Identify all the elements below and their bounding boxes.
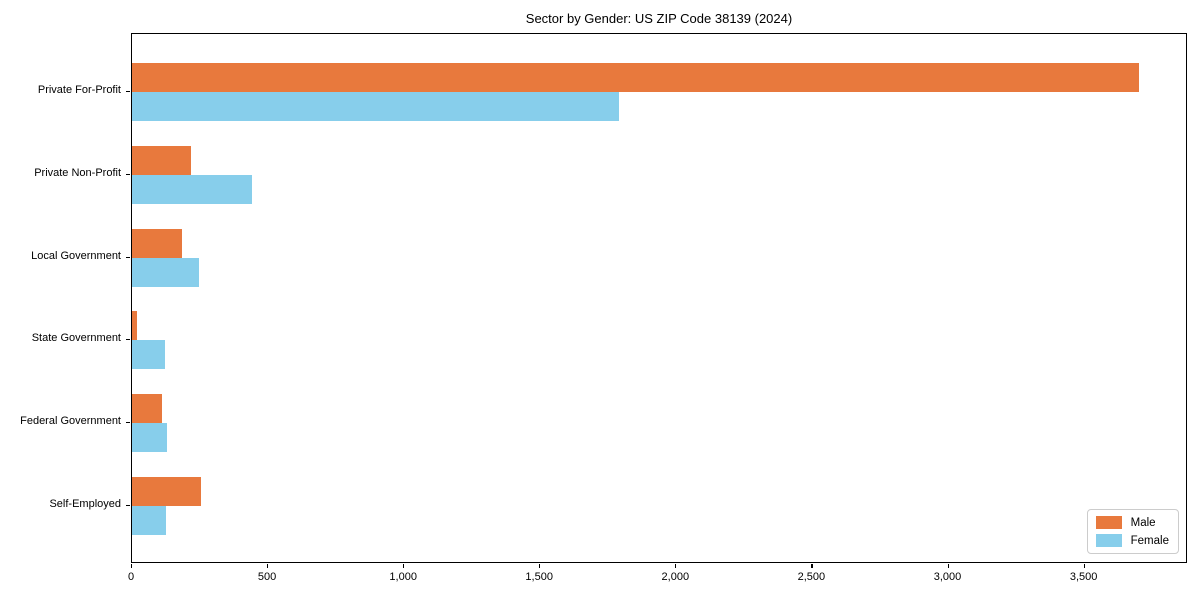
y-tick-label-local-government: Local Government — [31, 250, 121, 262]
bar-male-federal-government — [132, 394, 162, 423]
y-tick-label-private-non-profit: Private Non-Profit — [34, 167, 121, 179]
y-tick-label-federal-government: Federal Government — [20, 415, 121, 427]
x-tick-mark — [403, 564, 405, 568]
x-tick-mark — [1083, 564, 1085, 568]
y-tick-mark — [126, 505, 130, 507]
legend-label-female: Female — [1130, 534, 1169, 547]
y-tick-mark — [126, 174, 130, 176]
bar-female-federal-government — [132, 423, 168, 452]
legend-label-male: Male — [1130, 516, 1156, 529]
x-tick-label-3500: 3,500 — [1069, 571, 1098, 583]
y-tick-label-state-government: State Government — [31, 332, 121, 344]
y-tick-mark — [126, 257, 130, 259]
x-tick-label-3000: 3,000 — [933, 571, 962, 583]
y-tick-mark — [126, 422, 130, 424]
female-series-swatch — [1095, 534, 1122, 547]
x-tick-label-2000: 2,000 — [661, 571, 690, 583]
legend-item-female: Female — [1095, 534, 1169, 547]
y-tick-mark — [126, 339, 130, 341]
x-tick-label-500: 500 — [257, 571, 277, 583]
y-tick-label-private-for-profit: Private For-Profit — [37, 84, 121, 96]
x-tick-label-0: 0 — [127, 571, 135, 583]
y-tick-mark — [126, 91, 130, 93]
chart-title: Sector by Gender: US ZIP Code 38139 (202… — [525, 11, 793, 26]
x-tick-mark — [947, 564, 949, 568]
x-tick-mark — [267, 564, 269, 568]
x-tick-mark — [811, 564, 813, 568]
bar-female-state-government — [132, 340, 165, 369]
bar-female-private-for-profit — [132, 92, 620, 121]
bar-female-private-non-profit — [132, 175, 252, 204]
plot-area: Male Female — [131, 33, 1187, 563]
y-tick-label-self-employed: Self-Employed — [49, 498, 121, 510]
x-tick-label-1500: 1,500 — [525, 571, 553, 583]
bar-male-local-government — [132, 229, 183, 258]
bar-male-state-government — [132, 311, 137, 340]
bar-male-private-non-profit — [132, 146, 191, 175]
legend-item-male: Male — [1095, 516, 1169, 529]
x-tick-label-1000: 1,000 — [389, 571, 417, 583]
x-tick-mark — [131, 564, 133, 568]
x-tick-mark — [675, 564, 677, 568]
bar-male-private-for-profit — [132, 63, 1139, 92]
bar-male-self-employed — [132, 477, 202, 506]
male-series-swatch — [1095, 516, 1122, 529]
x-tick-label-2500: 2,500 — [797, 571, 826, 583]
bar-female-local-government — [132, 258, 199, 287]
x-tick-mark — [539, 564, 541, 568]
legend: Male Female — [1086, 509, 1179, 554]
bar-female-self-employed — [132, 506, 166, 535]
